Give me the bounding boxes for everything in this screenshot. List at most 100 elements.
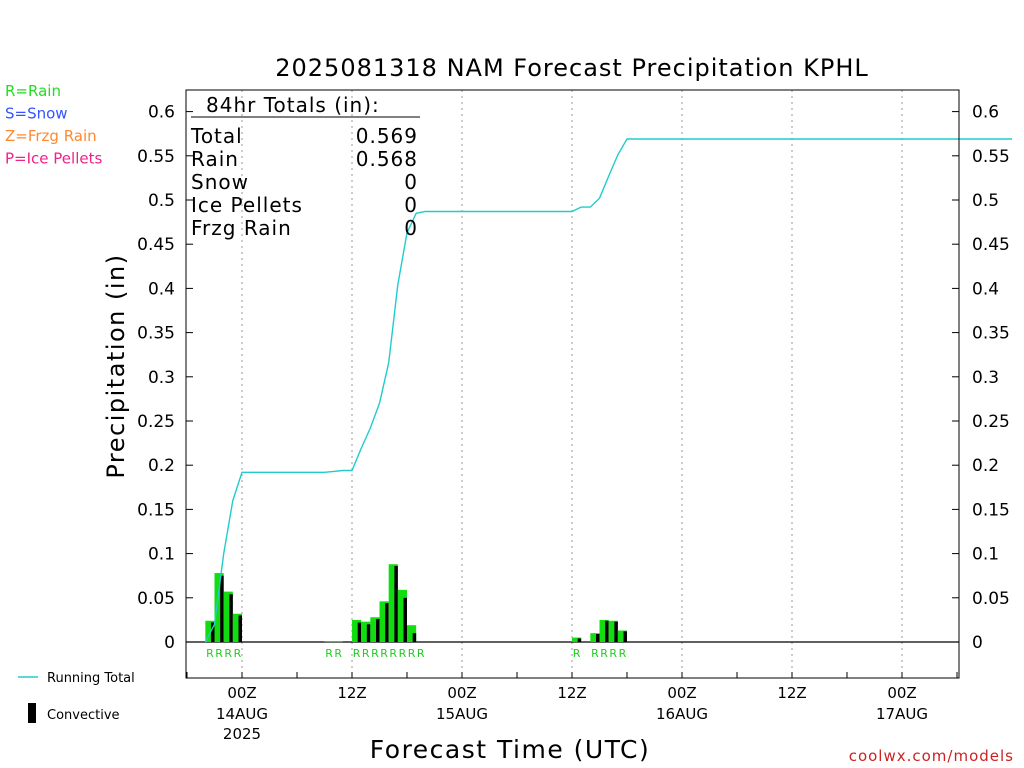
ptype-marker: R <box>215 647 223 660</box>
y-tick-label-right: 0.45 <box>972 235 1010 255</box>
ptype-marker: R <box>573 647 581 660</box>
y-tick-label-left: 0.15 <box>137 500 175 520</box>
totals-row-value: 0.568 <box>356 147 418 171</box>
totals-row-value: 0 <box>404 193 418 217</box>
credit-text: coolwx.com/models <box>849 747 1014 765</box>
precip-bar <box>205 620 215 642</box>
y-tick-label-right: 0.55 <box>972 147 1010 167</box>
y-tick-label-right: 0.35 <box>972 324 1010 344</box>
precip-bar <box>370 617 380 642</box>
y-tick-label-right: 0.4 <box>972 279 999 299</box>
convective-bar <box>394 565 398 642</box>
ptype-legend-item: R=Rain <box>5 82 61 100</box>
precip-bar <box>590 633 600 642</box>
y-tick-label-left: 0.4 <box>148 279 175 299</box>
y-tick-label-left: 0.25 <box>137 412 175 432</box>
ptype-marker: R <box>371 647 379 660</box>
precip-bar <box>599 619 609 642</box>
ptype-marker: R <box>399 647 407 660</box>
ptype-marker: R <box>600 647 608 660</box>
convective-bar <box>220 575 224 642</box>
x-tick-label: 00Z <box>887 684 916 702</box>
axes <box>18 89 960 723</box>
convective-bar <box>403 597 407 642</box>
totals-row-label: Rain <box>191 147 239 171</box>
ptype-marker: R <box>206 647 214 660</box>
y-tick-label-left: 0.1 <box>148 545 175 565</box>
ptype-marker: R <box>417 647 425 660</box>
totals-row-value: 0.569 <box>356 124 418 148</box>
ptype-marker: R <box>325 647 333 660</box>
y-tick-label-right: 0.25 <box>972 412 1010 432</box>
precip-bar <box>388 564 398 642</box>
y-tick-label-left: 0.05 <box>137 589 175 609</box>
y-tick-label-right: 0.5 <box>972 191 999 211</box>
convective-bar <box>376 619 380 642</box>
x-tick-date: 15AUG <box>436 705 488 723</box>
precip-bar <box>214 573 224 642</box>
running-total-legend-label: Running Total <box>47 671 135 686</box>
convective-bar <box>211 622 215 642</box>
ptype-marker: R <box>353 647 361 660</box>
y-tick-label-right: 0.1 <box>972 545 999 565</box>
totals-row-label: Ice Pellets <box>191 193 303 217</box>
precip-bar <box>223 591 233 642</box>
y-tick-label-left: 0.5 <box>148 191 175 211</box>
ptype-marker: R <box>224 647 232 660</box>
totals-row-label: Snow <box>191 170 249 194</box>
y-tick-label-right: 0.2 <box>972 456 999 476</box>
ptype-marker: R <box>609 647 617 660</box>
ptype-legend-item: Z=Frzg Rain <box>5 127 97 145</box>
convective-bar <box>229 594 233 642</box>
convective-bar <box>238 615 242 642</box>
precip-bar <box>361 621 371 642</box>
x-tick-label: 00Z <box>667 684 696 702</box>
y-tick-label-right: 0 <box>972 633 983 653</box>
ptype-marker: R <box>591 647 599 660</box>
convective-legend-label: Convective <box>47 708 120 723</box>
y-tick-label-right: 0.05 <box>972 589 1010 609</box>
y-tick-label-left: 0.55 <box>137 147 175 167</box>
grid-lines <box>186 90 959 678</box>
precip-bar <box>379 601 389 642</box>
x-tick-label: 00Z <box>227 684 256 702</box>
y-axis-title: Precipitation (in) <box>102 253 130 478</box>
running-total-layer <box>204 138 1012 643</box>
convective-legend-swatch <box>28 703 36 723</box>
precip-bars <box>205 564 627 643</box>
y-tick-label-right: 0.3 <box>972 368 999 388</box>
totals-header: 84hr Totals (in): <box>206 93 380 117</box>
ptype-marker: R <box>380 647 388 660</box>
y-tick-label-left: 0.45 <box>137 235 175 255</box>
totals-row-value: 0 <box>404 170 418 194</box>
convective-bar <box>596 634 600 642</box>
convective-bar <box>623 631 627 642</box>
labels: 0 00.05 0.050.1 0.10.15 0.150.2 0.20.25 0.250.… <box>5 54 1014 765</box>
ptype-marker: R <box>362 647 370 660</box>
precip-bar <box>352 619 362 642</box>
precip-bar <box>397 589 407 642</box>
x-tick-label: 00Z <box>447 684 476 702</box>
precip-bar <box>407 625 417 642</box>
y-tick-label-right: 0.15 <box>972 500 1010 520</box>
chart-title: 2025081318 NAM Forecast Precipitation KP… <box>275 54 868 82</box>
precip-bar <box>572 637 582 642</box>
x-tick-label: 12Z <box>777 684 806 702</box>
x-tick-date: 17AUG <box>876 705 928 723</box>
precip-bar <box>608 620 618 642</box>
convective-bar <box>385 603 389 642</box>
ptype-legend-item: P=Ice Pellets <box>5 150 102 168</box>
x-tick-date: 14AUG <box>216 705 268 723</box>
x-tick-label: 12Z <box>337 684 366 702</box>
convective-bar <box>605 620 609 642</box>
convective-bar <box>357 622 362 642</box>
y-tick-label-left: 0 <box>164 633 175 653</box>
ptype-marker: R <box>234 647 242 660</box>
precip-bar <box>232 613 242 642</box>
y-tick-label-left: 0.35 <box>137 324 175 344</box>
totals-row-label: Total <box>190 124 243 148</box>
convective-bar <box>577 638 582 642</box>
y-tick-label-left: 0.2 <box>148 456 175 476</box>
ptype-marker: R <box>334 647 342 660</box>
